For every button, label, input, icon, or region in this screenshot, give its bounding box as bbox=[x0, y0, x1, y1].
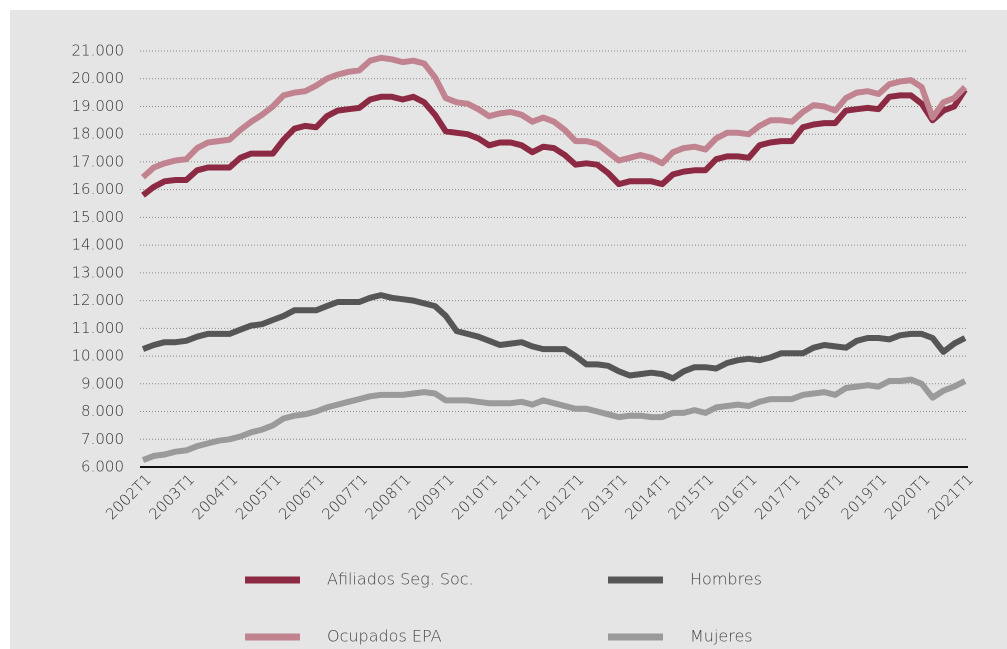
y-tick-label: 10.000 bbox=[72, 347, 125, 365]
y-tick-label: 20.000 bbox=[72, 69, 125, 87]
series-line bbox=[140, 54, 968, 180]
y-tick-label: 19.000 bbox=[72, 97, 125, 115]
y-tick-label: 8.000 bbox=[81, 402, 124, 420]
series-line bbox=[141, 292, 967, 382]
y-tick-label: 21.000 bbox=[72, 42, 125, 60]
y-tick-label: 12.000 bbox=[72, 291, 125, 309]
legend-label: Afiliados Seg. Soc. bbox=[327, 570, 474, 589]
y-tick-label: 7.000 bbox=[81, 430, 124, 448]
y-tick-label: 6.000 bbox=[81, 458, 124, 476]
background bbox=[10, 10, 1007, 649]
series-line bbox=[141, 376, 967, 463]
y-tick-label: 16.000 bbox=[72, 180, 125, 198]
y-tick-label: 9.000 bbox=[81, 374, 124, 392]
y-tick-label: 18.000 bbox=[72, 125, 125, 143]
series-line bbox=[141, 88, 968, 198]
legend-label: Ocupados EPA bbox=[327, 627, 442, 646]
y-tick-label: 14.000 bbox=[72, 236, 125, 254]
y-tick-label: 17.000 bbox=[72, 152, 125, 170]
y-tick-label: 11.000 bbox=[72, 319, 125, 337]
legend-label: Mujeres bbox=[690, 627, 753, 646]
legend-label: Hombres bbox=[690, 570, 762, 589]
y-tick-label: 13.000 bbox=[72, 263, 125, 281]
y-tick-label: 15.000 bbox=[72, 208, 125, 226]
